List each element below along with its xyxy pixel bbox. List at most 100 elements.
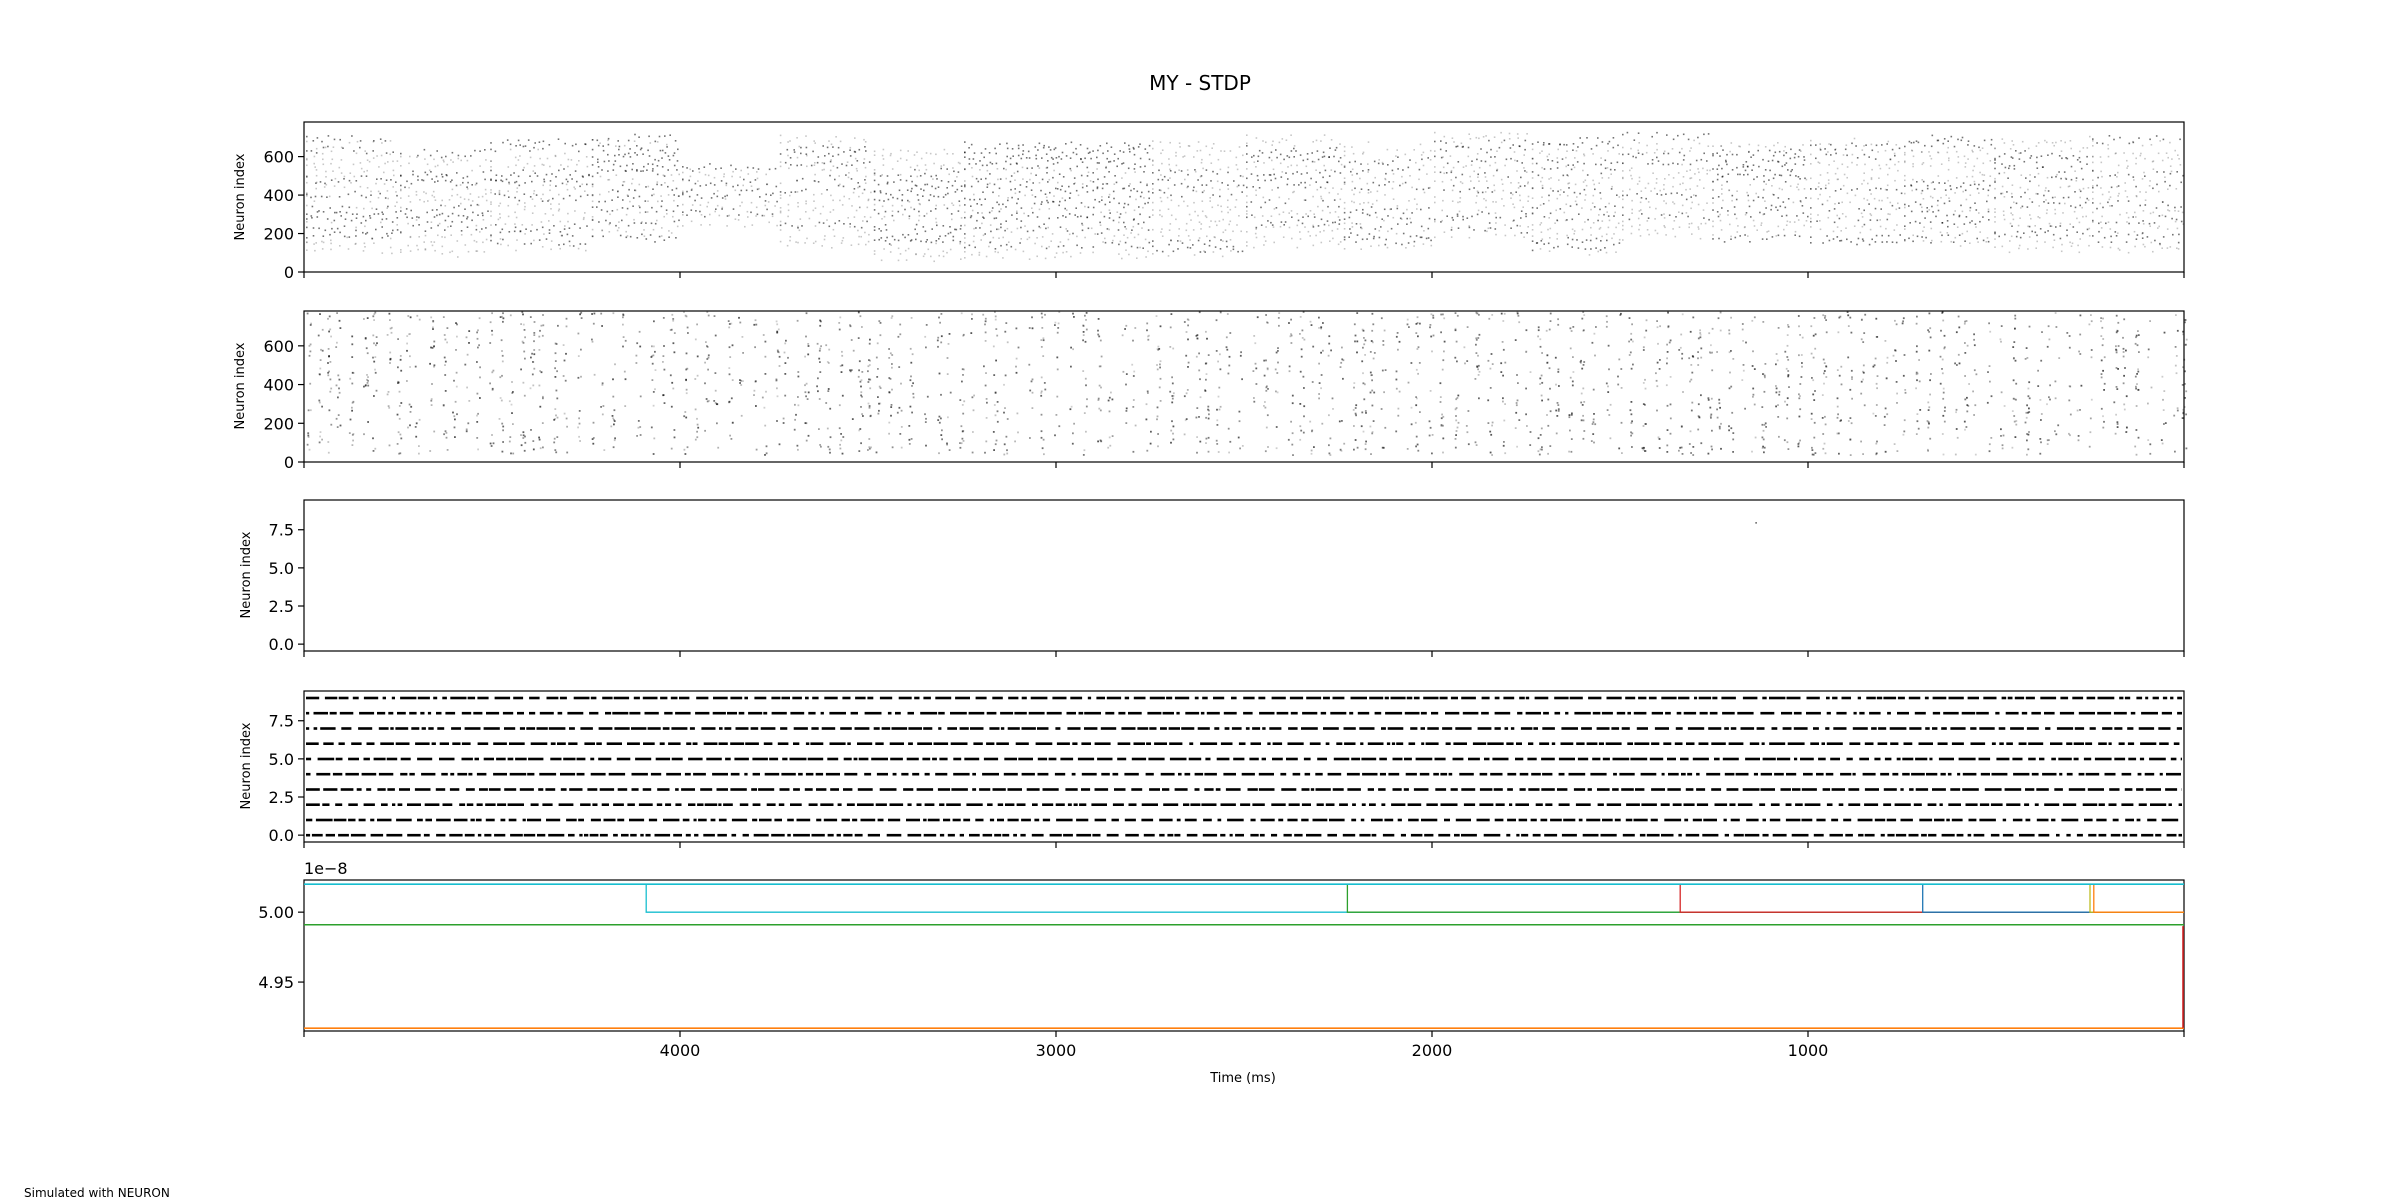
spike-dot bbox=[1187, 145, 1190, 147]
spike-dot bbox=[691, 188, 693, 190]
spike-dot bbox=[1588, 254, 1591, 256]
spike-dot bbox=[1563, 191, 1565, 193]
spike-dot bbox=[1786, 334, 1789, 336]
spike-dot bbox=[2147, 402, 2149, 405]
spike-dot bbox=[1198, 221, 1201, 223]
spike-dot bbox=[849, 226, 851, 228]
spike-dot bbox=[1994, 232, 1996, 235]
spike-dot bbox=[1161, 149, 1164, 151]
spike-dot bbox=[1035, 174, 1037, 176]
spike-dot bbox=[408, 162, 410, 165]
spike-dot bbox=[1152, 140, 1154, 142]
spike-dot bbox=[823, 238, 826, 241]
spike-dot bbox=[2076, 231, 2078, 233]
spike-dot bbox=[1148, 144, 1151, 147]
spike-dot bbox=[1377, 162, 1380, 165]
spike-dot bbox=[2142, 223, 2145, 225]
spike-dot bbox=[2092, 219, 2094, 222]
spike-dot bbox=[524, 205, 526, 208]
spike-dot bbox=[1928, 151, 1930, 153]
spike-dot bbox=[1879, 225, 1882, 228]
spike-dot bbox=[1734, 213, 1736, 216]
spike-dot bbox=[2163, 171, 2165, 173]
spike-dot bbox=[1822, 358, 1825, 361]
spike-dot bbox=[1010, 175, 1013, 177]
spike-dot bbox=[2169, 246, 2172, 248]
spike-dot bbox=[1779, 205, 1782, 208]
spike-dot bbox=[1302, 216, 1304, 218]
spike-dot bbox=[1847, 314, 1850, 317]
spike-dot bbox=[1853, 225, 1856, 227]
spike-dot bbox=[616, 229, 619, 232]
spike-dot bbox=[1264, 179, 1266, 182]
spike-dot bbox=[1966, 230, 1968, 233]
spike-dot bbox=[952, 235, 955, 238]
spike-dot bbox=[946, 168, 948, 170]
spike-dot bbox=[1226, 206, 1229, 208]
spike-dot bbox=[1378, 236, 1381, 239]
spike-dot bbox=[1772, 177, 1775, 180]
spike-dot bbox=[686, 190, 688, 193]
spike-dot bbox=[1229, 150, 1232, 152]
spike-dot bbox=[1964, 398, 1967, 401]
spike-dot bbox=[328, 195, 331, 198]
spike-dot bbox=[1290, 134, 1292, 136]
spike-dot bbox=[893, 238, 896, 241]
spike-dot bbox=[1568, 187, 1570, 189]
spike-dot bbox=[1366, 182, 1369, 185]
spike-dot bbox=[1503, 205, 1505, 207]
spike-dot bbox=[1988, 322, 1990, 325]
spike-dot bbox=[931, 185, 933, 188]
spike-dot bbox=[889, 251, 892, 253]
spike-dot bbox=[1550, 177, 1552, 179]
spike-dot bbox=[1987, 194, 1989, 197]
spike-dot bbox=[1080, 174, 1083, 177]
spike-dot bbox=[688, 179, 690, 182]
spike-dot bbox=[1239, 175, 1242, 177]
spike-dot bbox=[1129, 183, 1131, 185]
spike-dot bbox=[2169, 184, 2171, 187]
spike-dot bbox=[1797, 445, 1800, 448]
spike-dot bbox=[1971, 149, 1973, 152]
spike-dot bbox=[1851, 142, 1853, 145]
spike-dot bbox=[1323, 164, 1325, 167]
spike-dot bbox=[1961, 136, 1964, 139]
spike-dot bbox=[2098, 222, 2100, 225]
spike-dot bbox=[1895, 188, 1898, 191]
spike-dot bbox=[1122, 151, 1125, 153]
spike-dot bbox=[1828, 239, 1831, 242]
spike-dot bbox=[407, 244, 409, 247]
spike-dot bbox=[981, 222, 983, 225]
spike-dot bbox=[550, 203, 552, 205]
spike-dot bbox=[306, 158, 308, 161]
spike-dot bbox=[2001, 444, 2004, 447]
spike-dot bbox=[1470, 180, 1472, 182]
spike-dot bbox=[1134, 171, 1136, 173]
spike-dot bbox=[1494, 156, 1496, 158]
spike-dot bbox=[457, 157, 460, 160]
spike-dot bbox=[1789, 174, 1792, 177]
spike-dot bbox=[559, 220, 562, 223]
spike-dot bbox=[659, 149, 662, 152]
spike-dot bbox=[849, 149, 851, 151]
spike-dot bbox=[1750, 216, 1752, 218]
spike-dot bbox=[566, 233, 569, 236]
spike-dot bbox=[1051, 233, 1054, 235]
spike-dot bbox=[1152, 164, 1154, 166]
spike-dot bbox=[1718, 425, 1721, 428]
spike-dot bbox=[1903, 430, 1906, 433]
spike-dot bbox=[1904, 203, 1906, 206]
spike-dot bbox=[1886, 413, 1889, 416]
spike-dot bbox=[857, 182, 859, 184]
spike-dot bbox=[970, 205, 972, 207]
spike-dot bbox=[634, 133, 636, 136]
spike-dot bbox=[864, 231, 866, 234]
spike-dot bbox=[873, 154, 876, 156]
spike-dot bbox=[956, 188, 959, 191]
spike-dot bbox=[611, 189, 614, 191]
spike-dot bbox=[1362, 151, 1365, 154]
spike-dot bbox=[1073, 183, 1075, 185]
spike-dot bbox=[2001, 447, 2004, 450]
spike-dot bbox=[1322, 176, 1324, 179]
spike-dot bbox=[1009, 157, 1012, 160]
